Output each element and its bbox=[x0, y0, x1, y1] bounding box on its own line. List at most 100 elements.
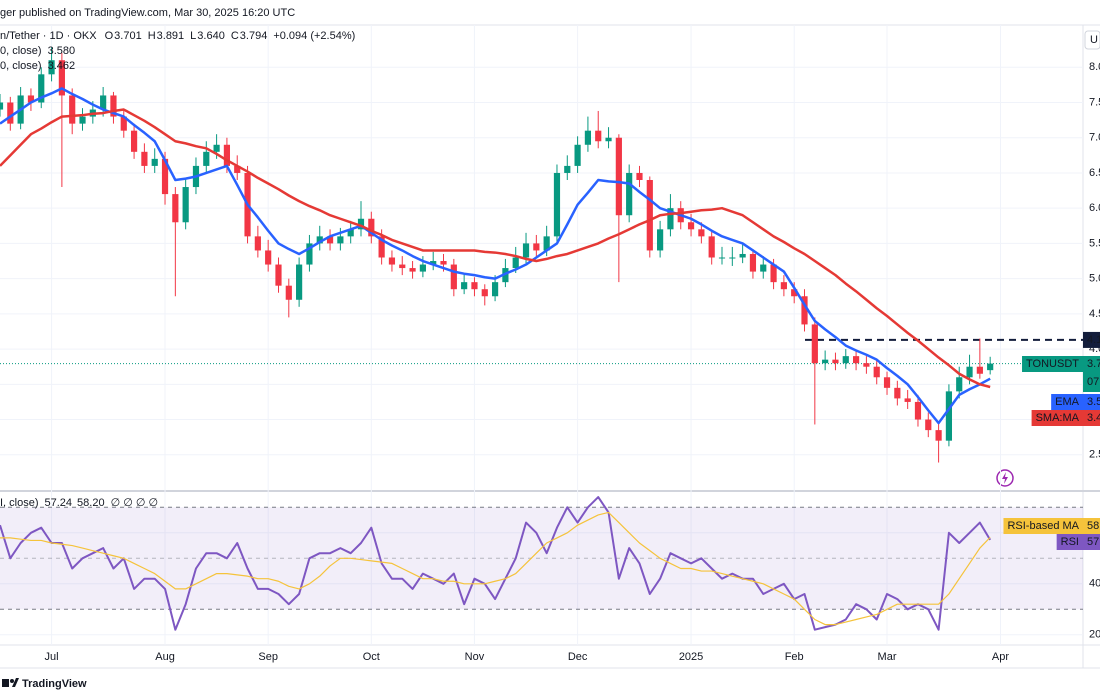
x-tick-label: Oct bbox=[363, 651, 380, 663]
price-pane bbox=[0, 47, 1083, 463]
candle-body bbox=[801, 296, 808, 325]
y-tick-label: 4.000 bbox=[1089, 343, 1100, 355]
candle-body bbox=[213, 144, 220, 152]
candle-body bbox=[811, 324, 818, 364]
candle-body bbox=[883, 377, 891, 388]
scale-button[interactable] bbox=[1084, 30, 1100, 50]
rsi-legend-value: 58.20 bbox=[77, 497, 105, 509]
x-tick-label: Feb bbox=[785, 651, 804, 663]
candle-body bbox=[296, 264, 303, 300]
candle-body bbox=[38, 74, 45, 103]
rsi-ma-label-box bbox=[1003, 518, 1083, 534]
x-tick-label: Mar bbox=[878, 651, 897, 663]
candle-body bbox=[667, 208, 674, 230]
y-tick-label: 5.000 bbox=[1089, 273, 1100, 285]
candle-body bbox=[357, 218, 365, 230]
candle-body bbox=[698, 229, 705, 237]
candle-body bbox=[718, 257, 726, 259]
indicator-value: 3.462 bbox=[48, 60, 76, 72]
y-tick-label: 7.000 bbox=[1089, 132, 1100, 144]
candle-body bbox=[254, 236, 261, 251]
rsi-band-fill bbox=[0, 507, 1083, 610]
candle-body bbox=[100, 95, 107, 110]
candle-body bbox=[595, 130, 602, 142]
candle-body bbox=[522, 243, 530, 258]
candle-body bbox=[419, 264, 426, 272]
indicator-legend: 0, close) bbox=[0, 60, 42, 72]
grid bbox=[0, 25, 1083, 645]
y-tick-label: 4.500 bbox=[1089, 308, 1100, 320]
header-text: ger published on TradingView.com, Mar 30… bbox=[0, 7, 295, 19]
rsi-value: 57.24 bbox=[1087, 536, 1100, 548]
x-tick-label: Sep bbox=[258, 651, 278, 663]
sma-label-box bbox=[1031, 410, 1083, 426]
candle-body bbox=[708, 236, 715, 258]
ohlc-label: O bbox=[105, 30, 114, 42]
candle-body bbox=[306, 243, 313, 265]
candle-body bbox=[79, 116, 86, 124]
price-label: 3.794 bbox=[1087, 358, 1100, 370]
ema-value: 3.580 bbox=[1087, 396, 1100, 408]
y-tick-label: 6.500 bbox=[1089, 167, 1100, 179]
candle-body bbox=[58, 60, 65, 96]
candle-body bbox=[832, 359, 839, 364]
change-legend: +0.094 (+2.54%) bbox=[273, 30, 355, 42]
candle-body bbox=[533, 243, 540, 251]
ohlc-label: C bbox=[231, 30, 239, 42]
x-tick-label: Aug bbox=[155, 651, 175, 663]
candle-body bbox=[0, 102, 4, 110]
rsi-legend-extra: ∅ ∅ ∅ ∅ bbox=[111, 497, 159, 509]
candle-body bbox=[605, 137, 612, 142]
candle-body bbox=[285, 285, 292, 300]
candle-body bbox=[976, 366, 983, 374]
level-label: 4.130 bbox=[1087, 334, 1100, 346]
price-label: 07 bbox=[1087, 376, 1099, 388]
rsi-pane bbox=[0, 496, 1083, 631]
alert-icon[interactable] bbox=[996, 469, 1014, 487]
candle-body bbox=[822, 359, 829, 364]
candle-body bbox=[894, 387, 901, 399]
y-tick-label: 5.500 bbox=[1089, 237, 1100, 249]
symbol-label-box bbox=[1022, 356, 1083, 372]
candle-body bbox=[852, 356, 860, 364]
candle-body bbox=[491, 282, 499, 297]
candle-body bbox=[409, 268, 416, 272]
rsi-ma-line bbox=[0, 511, 991, 626]
y-tick-label: 2.500 bbox=[1089, 449, 1100, 461]
candle-body bbox=[553, 172, 561, 237]
candle-body bbox=[863, 363, 870, 367]
candle-body bbox=[657, 229, 664, 251]
ohlc-value: 3.701 bbox=[114, 30, 142, 42]
ohlc-value: 3.891 bbox=[157, 30, 185, 42]
candle-body bbox=[687, 222, 695, 230]
candle-body bbox=[615, 137, 622, 216]
indicator-legend: 0, close) bbox=[0, 45, 42, 57]
candle-body bbox=[161, 158, 169, 195]
candle-body bbox=[265, 250, 272, 265]
y-tick-label: 20 bbox=[1089, 629, 1100, 641]
candle-body bbox=[430, 261, 437, 265]
candle-body bbox=[48, 60, 55, 75]
y-tick-label: 40 bbox=[1089, 578, 1100, 590]
candle-body bbox=[543, 236, 550, 251]
x-tick-label: Dec bbox=[568, 651, 588, 663]
sma-value: 3.462 bbox=[1087, 412, 1100, 424]
scale-label[interactable]: U bbox=[1090, 34, 1098, 46]
y-tick-label: 8.000 bbox=[1089, 61, 1100, 73]
symbol-legend: n/Tether · 1D · OKX bbox=[0, 30, 97, 42]
candle-body bbox=[110, 95, 117, 117]
candle-body bbox=[956, 377, 963, 392]
candle-body bbox=[904, 398, 911, 402]
candle-body bbox=[914, 401, 922, 420]
level-label-box bbox=[1083, 331, 1100, 348]
rsi-ma-value-box bbox=[1083, 518, 1100, 534]
candle-body bbox=[987, 363, 994, 371]
candle-body bbox=[935, 430, 942, 441]
symbol-label: TONUSDT bbox=[1026, 358, 1079, 370]
candle-body bbox=[749, 253, 757, 272]
candle-body bbox=[223, 144, 231, 166]
rsi-label-box bbox=[1056, 534, 1083, 550]
y-tick-label: 6.000 bbox=[1089, 202, 1100, 214]
candle-body bbox=[770, 264, 777, 283]
